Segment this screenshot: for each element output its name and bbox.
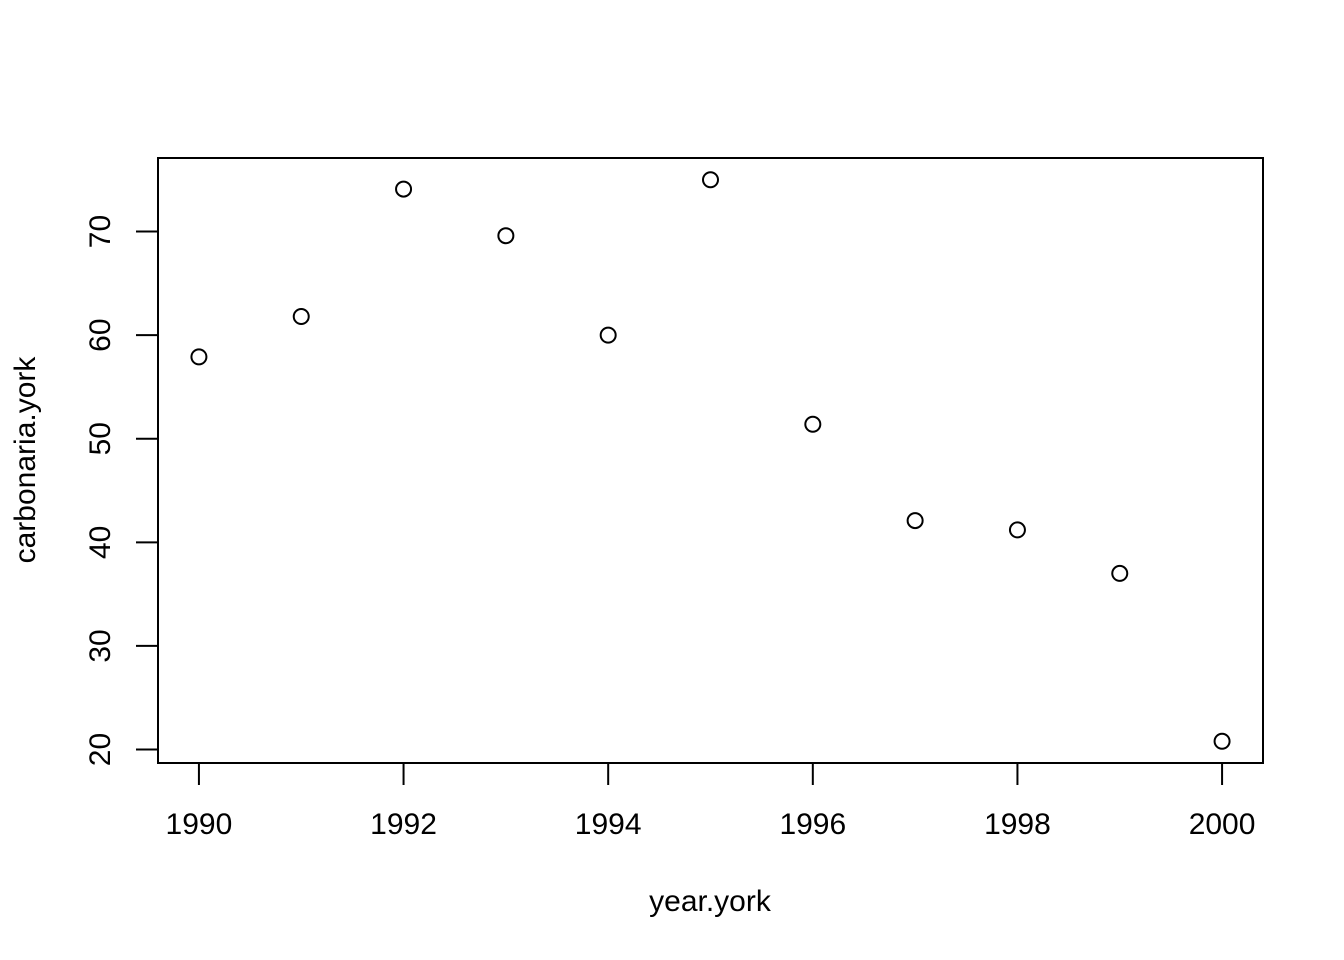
data-point [190,348,208,366]
x-tick-label: 1996 [779,808,846,841]
y-tick-label: 50 [84,422,117,455]
data-point [292,308,310,326]
data-point [1111,564,1129,582]
data-point [599,326,617,344]
x-axis: 1990 1992 1994 1996 1998 2000 [166,762,1256,841]
y-tick-label: 70 [84,215,117,248]
data-point [906,512,924,530]
x-tick-label: 1998 [984,808,1051,841]
x-tick-label: 1994 [575,808,642,841]
data-point [1213,732,1231,750]
data-points [190,171,1231,750]
data-point [395,180,413,198]
y-axis-title: carbonaria.york [9,356,42,564]
plot-area-box [157,157,1264,764]
data-point [702,171,719,189]
x-tick-label: 2000 [1189,808,1256,841]
y-tick-label: 20 [84,733,117,766]
data-point [1008,521,1026,539]
y-tick-label: 60 [84,318,117,351]
y-tick-label: 30 [84,629,117,662]
x-axis-title: year.york [649,885,772,918]
y-tick-label: 40 [84,526,117,559]
y-axis: 20 30 40 50 60 70 [84,215,159,766]
x-tick-label: 1992 [370,808,437,841]
x-tick-label: 1990 [166,808,233,841]
data-point [804,415,822,433]
data-point [497,227,515,245]
